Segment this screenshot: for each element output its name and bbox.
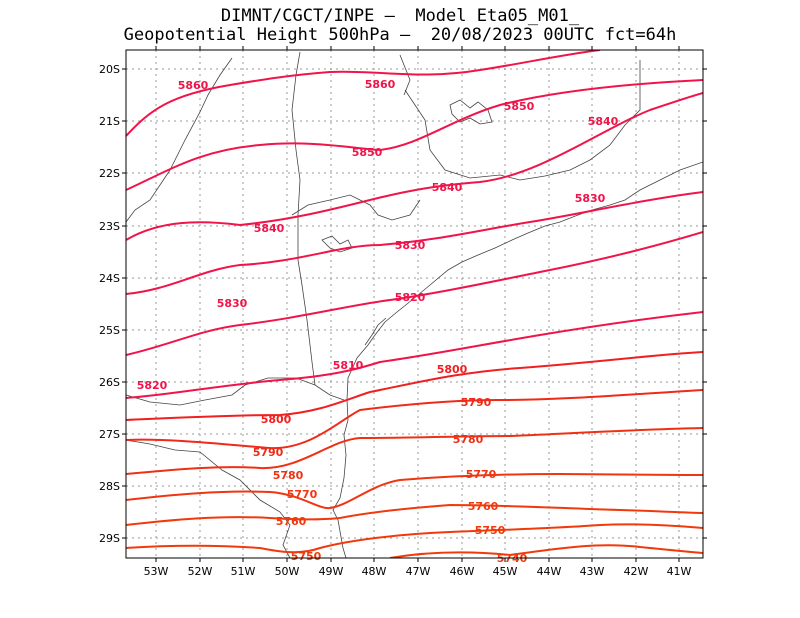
longitude-labels: 53W 52W 51W 50W 49W 48W 47W 46W 45W 44W 43W 42W 41W [144,565,692,578]
contour-label-5760: 5760 [276,515,307,528]
contour-label-5800: 5800 [437,363,468,376]
contour-label-5790: 5790 [461,396,492,409]
contour-label-5830: 5830 [395,239,426,252]
contour-labels: 5860 5860 5850 5850 5840 5840 5840 5830 5830 5830… [137,78,619,565]
latitude-labels: 20S 21S 22S 23S 24S 25S 26S 27S 28S 29S [99,63,120,545]
lon-tick-label: 51W [231,565,256,578]
contour-label-5770: 5770 [287,488,318,501]
contour-5860 [126,50,601,137]
lon-tick-label: 46W [450,565,475,578]
contour-label-5850: 5850 [504,100,535,113]
contour-5760 [126,503,703,526]
lon-tick-label: 50W [275,565,300,578]
contour-label-5780: 5780 [273,469,304,482]
contour-5820 [126,231,703,356]
contour-5770 [126,472,703,510]
contour-label-5820: 5820 [137,379,168,392]
contour-label-5760: 5760 [468,500,499,513]
border-line [126,57,233,223]
border-line [126,377,345,406]
lon-tick-label: 49W [319,565,344,578]
contour-label-5840: 5840 [254,222,285,235]
contour-label-5800: 5800 [261,413,292,426]
lat-tick-label: 23S [99,220,120,233]
border-line [126,439,291,558]
lat-tick-label: 28S [99,480,120,493]
contour-label-5820: 5820 [395,291,426,304]
lon-tick-label: 48W [362,565,387,578]
lat-tick-label: 24S [99,272,120,285]
reservoir [449,99,493,125]
contour-5850 [126,79,703,191]
height-contours [126,50,703,558]
contour-label-5750: 5750 [475,524,506,537]
contour-5750 [126,523,703,554]
contour-label-5770: 5770 [466,468,497,481]
contour-label-5750: 5750 [291,550,322,563]
coastline [364,317,387,346]
coastlines-and-borders [126,51,703,558]
contour-5790 [126,389,703,450]
contour-label-5790: 5790 [253,446,284,459]
lon-tick-label: 45W [493,565,518,578]
border-line [399,54,411,96]
axis-ticks [122,46,707,562]
contour-label-5840: 5840 [432,181,463,194]
border-line [404,60,641,181]
contour-label-5830: 5830 [575,192,606,205]
border-line [291,51,316,386]
lat-tick-label: 26S [99,376,120,389]
lon-tick-label: 52W [188,565,213,578]
contour-5740 [389,544,703,558]
lon-tick-label: 43W [580,565,605,578]
contour-5810 [126,311,703,399]
title-line-1: DIMNT/CGCT/INPE – Model Eta05_M01_ [220,6,580,26]
title-line-2: Geopotential Height 500hPa – 20/08/2023 … [123,25,677,45]
border-line [291,194,421,221]
lon-tick-label: 53W [144,565,169,578]
lon-tick-label: 44W [537,565,562,578]
contour-label-5850: 5850 [352,146,383,159]
contour-label-5780: 5780 [453,433,484,446]
lat-tick-label: 25S [99,324,120,337]
map-frame [125,49,704,559]
reservoir [321,235,353,253]
lat-tick-label: 22S [99,167,120,180]
contour-5780 [126,427,703,475]
lon-tick-label: 42W [624,565,649,578]
lon-tick-label: 47W [406,565,431,578]
contour-5830 [126,191,703,295]
contour-5800 [126,351,703,421]
coastline [332,161,703,558]
lat-tick-label: 29S [99,532,120,545]
contour-label-5860: 5860 [178,79,209,92]
lon-tick-label: 41W [667,565,692,578]
contour-5840 [126,92,703,241]
lat-tick-label: 27S [99,428,120,441]
contour-label-5860: 5860 [365,78,396,91]
contour-label-5810: 5810 [333,359,364,372]
lat-tick-label: 20S [99,63,120,76]
contour-label-5840: 5840 [588,115,619,128]
contour-label-5830: 5830 [217,297,248,310]
graticule [126,50,703,558]
lat-tick-label: 21S [99,115,120,128]
